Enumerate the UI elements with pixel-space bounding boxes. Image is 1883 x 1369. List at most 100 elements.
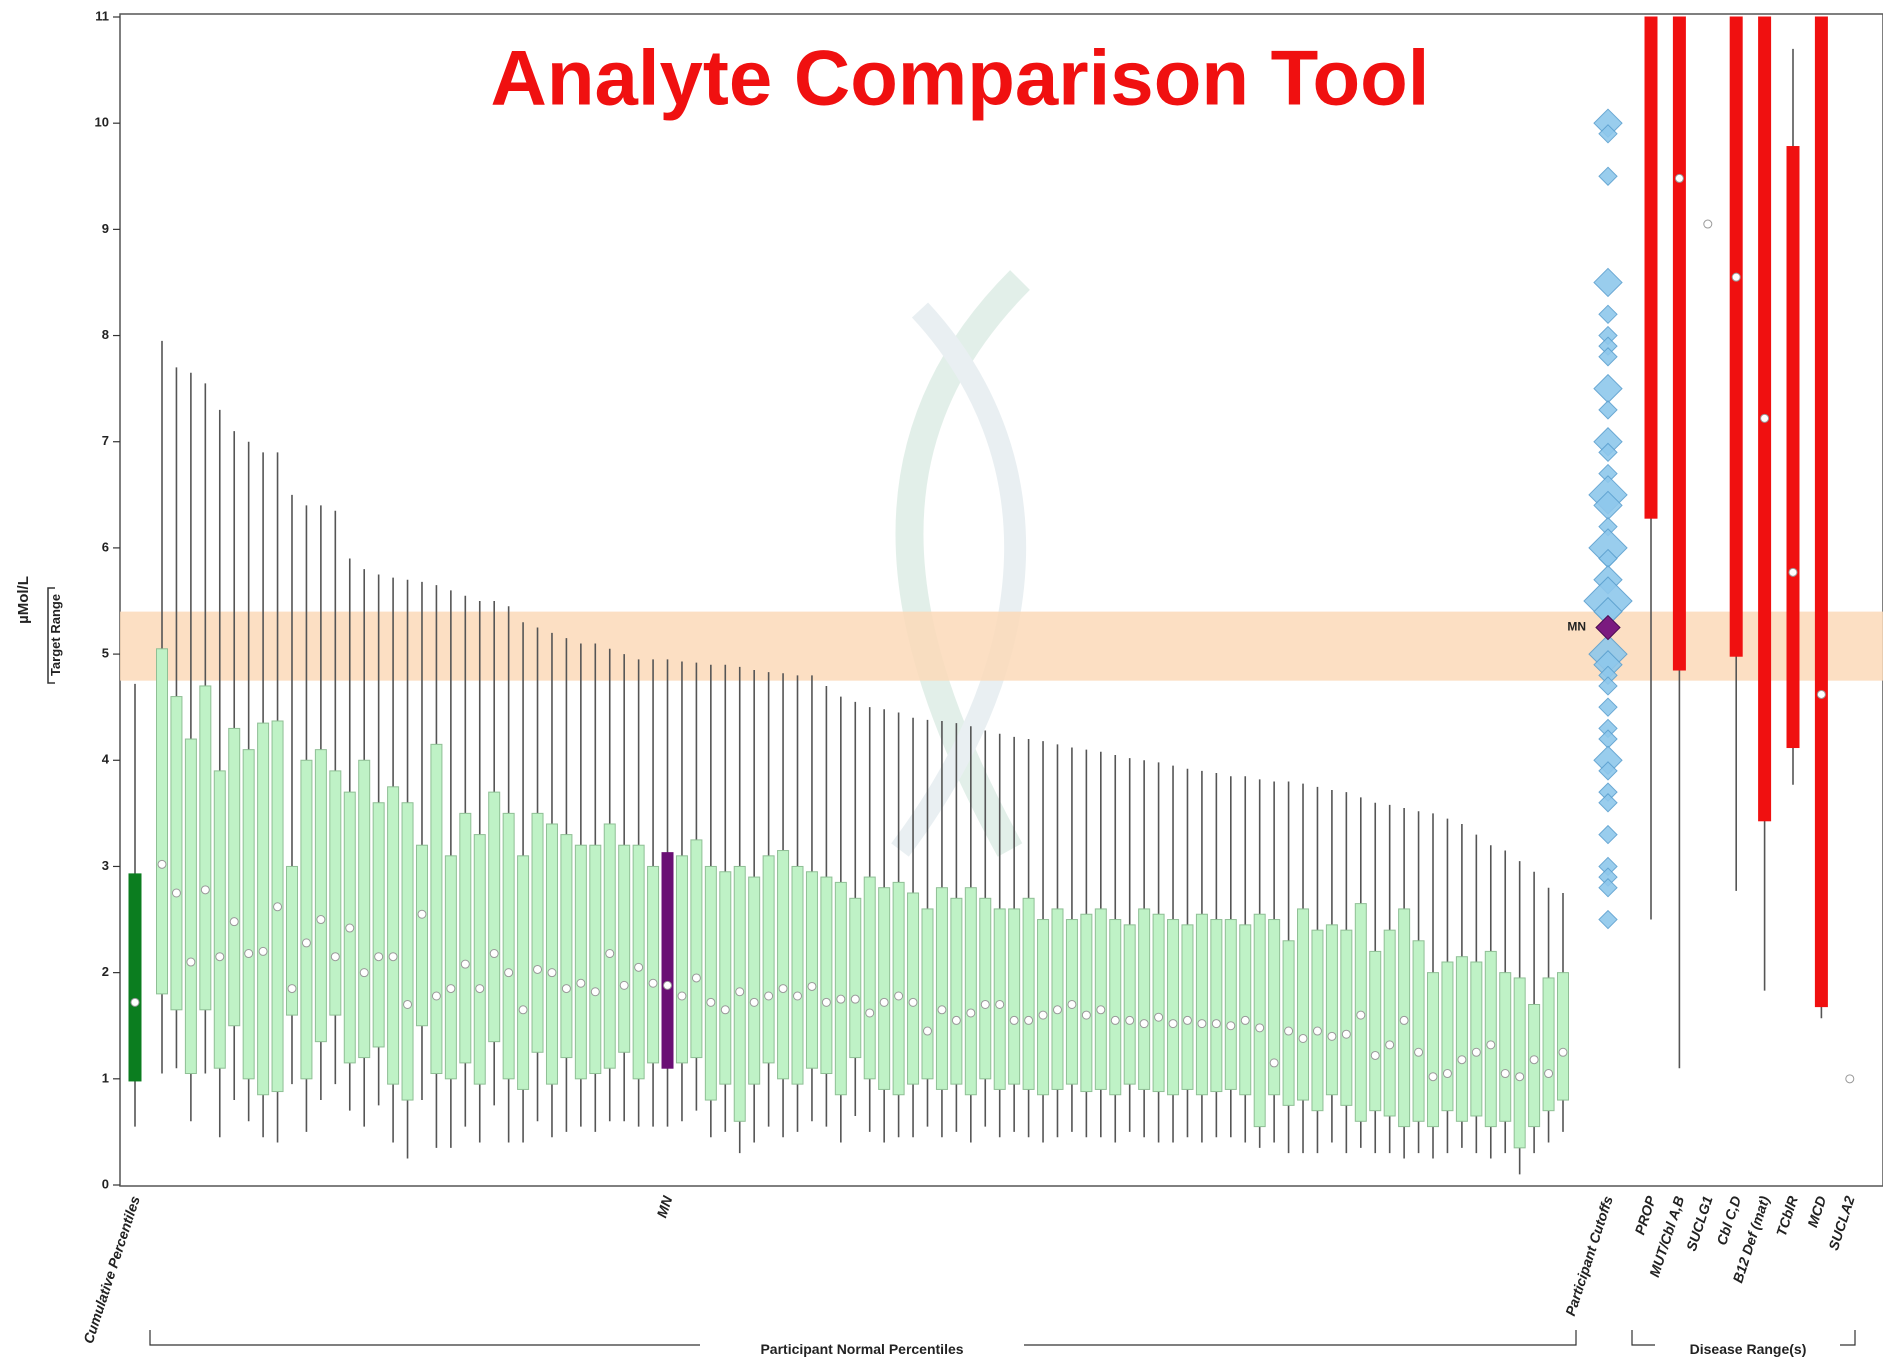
box [1370,951,1381,1110]
median [1126,1016,1134,1024]
box [575,845,586,1079]
box [214,771,225,1068]
box [474,835,485,1085]
median [1025,1016,1033,1024]
x-tick-label: Participant Cutoffs [1562,1194,1616,1318]
median [678,992,686,1000]
median [519,1006,527,1014]
x-tick-label: Cbl C,D [1713,1194,1744,1247]
box [1225,920,1236,1090]
box [1442,962,1453,1111]
box [561,835,572,1058]
box [908,893,919,1084]
box [200,686,211,1010]
median [158,860,166,868]
median [1111,1016,1119,1024]
median [389,953,397,961]
median [664,981,672,989]
box [1312,930,1323,1111]
median [476,985,484,993]
box [1485,951,1496,1126]
median [1789,568,1797,576]
median [1415,1048,1423,1056]
box [1240,925,1251,1095]
median [765,992,773,1000]
chart: Analyte Comparison Tool µMol/L Target Ra… [0,0,1883,1369]
chart-title: Analyte Comparison Tool [491,34,1430,122]
median [346,924,354,932]
box [936,888,947,1090]
median [317,916,325,924]
box [532,813,543,1052]
median [288,985,296,993]
box [864,877,875,1079]
median [1183,1016,1191,1024]
box [980,898,991,1079]
box [1341,930,1352,1105]
y-axis-label: µMol/L [15,576,32,624]
box [590,845,601,1073]
median [606,950,614,958]
median [447,985,455,993]
box [893,882,904,1094]
median [1270,1059,1278,1067]
median [360,969,368,977]
box [1153,914,1164,1091]
median [245,950,253,958]
box [1298,909,1309,1100]
box [1730,17,1742,656]
box [648,866,659,1062]
box [1645,17,1657,518]
box [431,744,442,1073]
box [1110,920,1121,1095]
box [416,845,427,1026]
median [866,1009,874,1017]
box [1124,925,1135,1084]
median [375,953,383,961]
box [503,813,514,1078]
box [821,877,832,1073]
box [1673,17,1685,670]
median [1198,1020,1206,1028]
median [1068,1000,1076,1008]
median [1429,1073,1437,1081]
box [1529,1004,1540,1126]
box [1283,941,1294,1106]
y-tick-label: 1 [102,1070,109,1085]
band-label: Target Range [48,594,63,676]
box [1023,898,1034,1089]
median [1386,1041,1394,1049]
box [359,760,370,1057]
median [1400,1016,1408,1024]
median [1371,1051,1379,1059]
box [604,824,615,1068]
median [736,988,744,996]
y-tick-label: 7 [102,433,109,448]
median [952,1016,960,1024]
median [274,903,282,911]
box [445,856,456,1079]
x-tick-label: TCblR [1773,1193,1801,1238]
box [1326,925,1337,1095]
median [1443,1070,1451,1078]
box [850,898,861,1057]
box [1095,909,1106,1090]
median [851,995,859,1003]
median [1227,1022,1235,1030]
box [1543,978,1554,1111]
box [1081,914,1092,1091]
box [1038,920,1049,1095]
box [243,750,254,1079]
x-tick-label: PROP [1631,1193,1659,1236]
median [1053,1006,1061,1014]
median [1559,1048,1567,1056]
median [1817,690,1825,698]
median [1545,1070,1553,1078]
box [1139,909,1150,1090]
median [432,992,440,1000]
box [691,840,702,1058]
median [562,985,570,993]
box [546,824,557,1084]
box [1815,17,1827,1007]
box [373,803,384,1047]
